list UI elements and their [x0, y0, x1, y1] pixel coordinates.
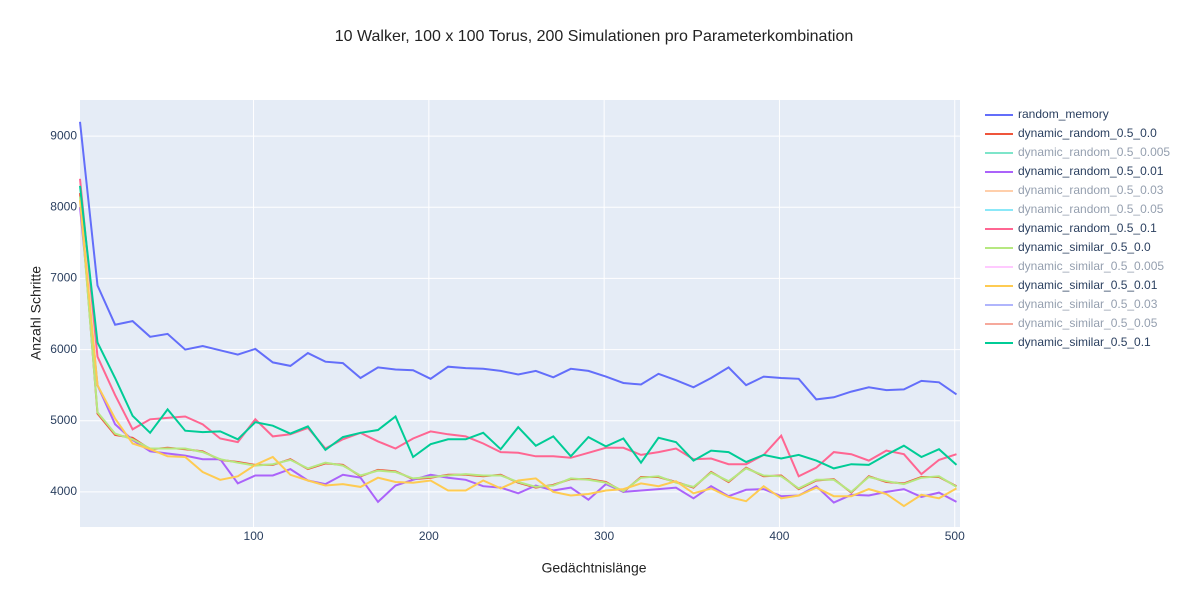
legend-label: dynamic_random_0.5_0.1: [1018, 221, 1157, 235]
legend-item[interactable]: dynamic_random_0.5_0.03: [985, 183, 1164, 197]
legend-item[interactable]: dynamic_similar_0.5_0.005: [985, 259, 1164, 273]
legend-item[interactable]: dynamic_similar_0.5_0.03: [985, 297, 1158, 311]
series-line: [79, 185, 958, 470]
legend-label: dynamic_similar_0.5_0.01: [1018, 278, 1158, 292]
legend-label: dynamic_similar_0.5_0.005: [1018, 259, 1164, 273]
x-axis-title: Gedächtnislänge: [541, 560, 646, 576]
legend-item[interactable]: dynamic_similar_0.5_0.01: [985, 278, 1158, 292]
x-tick-label: 100: [244, 529, 264, 543]
legend-label: dynamic_similar_0.5_0.05: [1018, 316, 1158, 330]
legend-label: dynamic_random_0.5_0.0: [1018, 126, 1157, 140]
legend-item[interactable]: dynamic_similar_0.5_0.1: [985, 335, 1151, 349]
legend-label: dynamic_random_0.5_0.03: [1018, 183, 1164, 197]
plot-area: [80, 100, 960, 527]
legend-item[interactable]: dynamic_random_0.5_0.0: [985, 126, 1157, 140]
series-line: [79, 178, 957, 478]
legend-item[interactable]: dynamic_random_0.5_0.01: [985, 164, 1164, 178]
legend-label: dynamic_random_0.5_0.01: [1018, 164, 1164, 178]
legend-label: dynamic_similar_0.5_0.0: [1018, 240, 1151, 254]
series-line: [79, 200, 957, 508]
lines: [79, 121, 958, 508]
y-tick-label: 8000: [50, 199, 77, 213]
legend-item[interactable]: random_memory: [985, 107, 1109, 121]
y-axis-title: Anzahl Schritte: [28, 266, 44, 360]
chart-title: 10 Walker, 100 x 100 Torus, 200 Simulati…: [335, 28, 854, 45]
x-tick-label: 300: [594, 529, 614, 543]
legend-label: dynamic_similar_0.5_0.1: [1018, 335, 1151, 349]
legend: random_memory dynamic_random_0.5_0.0dynam…: [985, 107, 1170, 349]
y-tick-label: 6000: [50, 342, 77, 356]
legend-item[interactable]: dynamic_random_0.5_0.05: [985, 202, 1164, 216]
y-tick-label: 5000: [50, 413, 77, 427]
x-tick-label: 400: [769, 529, 789, 543]
legend-label: dynamic_similar_0.5_0.03: [1018, 297, 1158, 311]
y-tick-label: 7000: [50, 271, 77, 285]
series-line: [79, 196, 958, 494]
y-tick-label: 9000: [50, 128, 77, 142]
x-tick-label: 500: [945, 529, 965, 543]
series-line: [79, 121, 958, 401]
legend-item[interactable]: dynamic_random_0.5_0.005: [985, 145, 1170, 159]
legend-label: dynamic_random_0.5_0.005: [1018, 145, 1170, 159]
x-tick-label: 200: [419, 529, 439, 543]
y-tick-label: 4000: [50, 484, 77, 498]
legend-label: random_memory: [1018, 107, 1109, 121]
legend-item[interactable]: dynamic_random_0.5_0.1: [985, 221, 1157, 235]
legend-item[interactable]: dynamic_similar_0.5_0.05: [985, 316, 1158, 330]
legend-item[interactable]: dynamic_similar_0.5_0.0: [985, 240, 1151, 254]
legend-label: dynamic_random_0.5_0.05: [1018, 202, 1164, 216]
